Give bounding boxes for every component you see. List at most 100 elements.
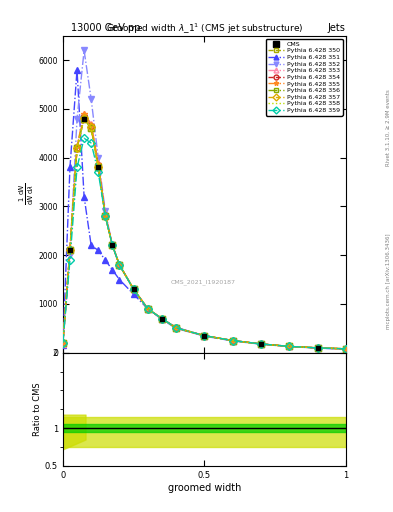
CMS [95,163,101,172]
Pythia 6.428 356 [82,116,86,122]
Pythia 6.428 356 [174,325,178,331]
Line: Pythia 6.428 356: Pythia 6.428 356 [60,116,349,352]
Pythia 6.428 354 [103,212,108,218]
Pythia 6.428 357 [103,212,108,219]
Pythia 6.428 353 [315,345,320,351]
Pythia 6.428 357 [259,341,263,347]
Pythia 6.428 351 [89,242,94,248]
Pythia 6.428 353 [259,341,263,347]
Line: Pythia 6.428 350: Pythia 6.428 350 [60,116,349,352]
Pythia 6.428 358 [202,333,207,339]
Pythia 6.428 358 [315,345,320,351]
Pythia 6.428 356 [75,145,79,151]
Pythia 6.428 359 [230,337,235,344]
Pythia 6.428 355 [110,242,115,248]
Pythia 6.428 357 [82,115,86,121]
Pythia 6.428 350 [110,242,115,248]
Pythia 6.428 353 [89,120,94,126]
Pythia 6.428 350 [96,164,101,170]
Pythia 6.428 350 [89,125,94,132]
Pythia 6.428 354 [259,341,263,347]
CMS [81,115,87,123]
Text: Jets: Jets [328,23,346,33]
Pythia 6.428 353 [202,333,207,339]
Pythia 6.428 358 [174,325,178,331]
CMS [201,332,208,340]
Pythia 6.428 352 [145,306,150,312]
Pythia 6.428 357 [131,286,136,292]
Pythia 6.428 356 [131,286,136,292]
Pythia 6.428 350 [315,345,320,351]
Pythia 6.428 350 [343,346,348,352]
Pythia 6.428 358 [287,344,292,350]
Pythia 6.428 351 [82,194,86,200]
Pythia 6.428 359 [160,315,164,322]
Pythia 6.428 352 [110,242,115,248]
Pythia 6.428 352 [230,338,235,344]
Pythia 6.428 356 [160,315,164,322]
Pythia 6.428 351 [259,341,263,347]
Pythia 6.428 358 [68,247,72,253]
Pythia 6.428 352 [174,325,178,331]
Pythia 6.428 350 [61,340,65,346]
Line: Pythia 6.428 355: Pythia 6.428 355 [60,111,349,352]
Pythia 6.428 356 [343,346,348,352]
Pythia 6.428 358 [89,125,94,132]
Title: Groomed width $\lambda\_1^1$ (CMS jet substructure): Groomed width $\lambda\_1^1$ (CMS jet su… [106,22,303,36]
Pythia 6.428 351 [131,291,136,297]
Pythia 6.428 352 [315,345,320,351]
Pythia 6.428 351 [202,333,207,339]
CMS [258,340,264,348]
Pythia 6.428 353 [96,160,101,166]
Pythia 6.428 353 [343,346,348,352]
CMS [130,285,137,293]
Line: Pythia 6.428 357: Pythia 6.428 357 [60,115,349,352]
Pythia 6.428 350 [287,344,292,350]
Pythia 6.428 353 [230,337,235,344]
Pythia 6.428 354 [82,113,86,119]
Pythia 6.428 353 [174,325,178,331]
Pythia 6.428 351 [68,164,72,170]
Pythia 6.428 356 [315,345,320,351]
Pythia 6.428 356 [145,306,150,312]
Pythia 6.428 357 [75,145,79,151]
Pythia 6.428 359 [68,257,72,263]
Pythia 6.428 357 [174,325,178,331]
Pythia 6.428 358 [110,242,115,248]
Pythia 6.428 355 [61,340,65,346]
Pythia 6.428 358 [75,145,79,151]
Pythia 6.428 353 [82,111,86,117]
Pythia 6.428 355 [287,344,292,350]
Pythia 6.428 357 [343,346,348,352]
Pythia 6.428 354 [174,325,178,331]
Pythia 6.428 358 [160,315,164,322]
Pythia 6.428 359 [145,306,150,312]
Pythia 6.428 356 [287,344,292,350]
Pythia 6.428 355 [259,341,263,347]
Pythia 6.428 354 [230,337,235,344]
Legend: CMS, Pythia 6.428 350, Pythia 6.428 351, Pythia 6.428 352, Pythia 6.428 353, Pyt: CMS, Pythia 6.428 350, Pythia 6.428 351,… [266,39,343,116]
Pythia 6.428 354 [75,145,79,151]
Pythia 6.428 356 [96,164,101,170]
Pythia 6.428 354 [110,242,115,248]
Pythia 6.428 352 [75,116,79,122]
Pythia 6.428 359 [343,346,348,352]
Pythia 6.428 352 [96,155,101,161]
CMS [159,314,165,323]
Pythia 6.428 357 [96,163,101,169]
Pythia 6.428 352 [117,262,122,268]
Pythia 6.428 359 [174,325,178,331]
Pythia 6.428 351 [75,67,79,73]
Pythia 6.428 354 [68,247,72,253]
Pythia 6.428 359 [75,164,79,170]
Pythia 6.428 352 [103,208,108,215]
Pythia 6.428 352 [202,333,207,339]
Pythia 6.428 353 [68,247,72,253]
Pythia 6.428 353 [117,262,122,268]
Pythia 6.428 355 [131,286,136,292]
Pythia 6.428 351 [230,337,235,344]
Pythia 6.428 357 [110,242,115,248]
Line: Pythia 6.428 358: Pythia 6.428 358 [63,119,346,349]
Pythia 6.428 356 [61,340,65,346]
Pythia 6.428 359 [110,242,115,248]
